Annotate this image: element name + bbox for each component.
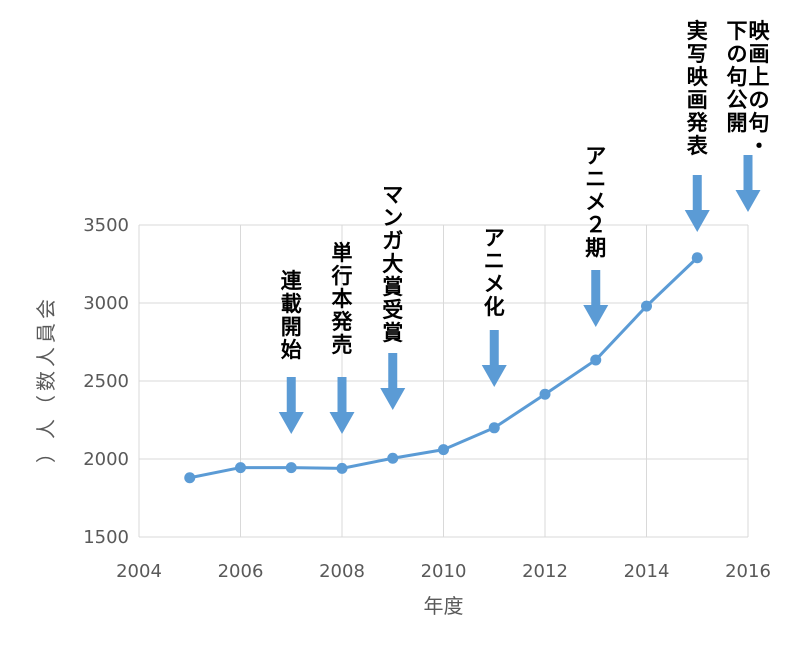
annotations: 連載開始単行本発売マンガ大賞受賞アニメ化アニメ２期実写映画発表映画上の句・下の句… — [278, 19, 771, 434]
y-axis-title-char: 人 — [34, 347, 58, 367]
annotation-char: 大 — [382, 252, 403, 276]
data-point — [336, 462, 348, 474]
data-point — [590, 354, 602, 366]
x-tick-label: 2008 — [319, 561, 365, 582]
down-arrow-icon — [380, 353, 406, 410]
x-tick-label: 2012 — [522, 561, 568, 582]
down-arrow-icon — [329, 377, 355, 434]
annotation-char: 句 — [749, 111, 770, 135]
annotation-char: 本 — [332, 287, 353, 311]
x-axis-title: 年度 — [424, 594, 464, 618]
annotation-char: 写 — [687, 42, 708, 66]
annotation-char: メ — [484, 272, 505, 296]
data-point — [184, 472, 196, 484]
annotation-char: 賞 — [382, 321, 403, 345]
y-axis-title-char: 数 — [34, 371, 58, 391]
annotation-char: ア — [585, 144, 606, 168]
data-point — [285, 462, 297, 474]
annotation-char: ニ — [585, 167, 606, 191]
annotation-char: ニ — [484, 249, 505, 273]
annotation-char: 開 — [727, 111, 748, 135]
annotation-char: 実 — [687, 19, 708, 43]
annotation-char: マ — [382, 183, 403, 207]
down-arrow-icon — [684, 175, 710, 232]
annotation-char: 行 — [331, 264, 353, 288]
annotation-char: 句 — [727, 65, 748, 89]
y-axis-title-char: 会 — [34, 299, 58, 319]
annotation-char: 単 — [332, 241, 353, 265]
annotation-char: 賞 — [382, 275, 403, 299]
y-tick-label: 2500 — [83, 371, 129, 392]
x-tick-label: 2004 — [116, 561, 162, 582]
x-tick-label: 2006 — [218, 561, 264, 582]
y-axis-title-char: （ — [34, 395, 58, 415]
annotation-char: 開 — [281, 315, 302, 339]
data-point — [488, 422, 500, 434]
annotation-char: ン — [382, 206, 403, 230]
annotation-char: 連 — [281, 269, 303, 293]
annotation-char: 受 — [382, 298, 403, 322]
annotation-char: 上 — [749, 65, 770, 89]
data-point — [438, 444, 449, 456]
annotation-char: 公 — [727, 88, 748, 112]
data-point — [539, 388, 551, 400]
annotation-char: 映 — [687, 65, 709, 89]
annotation-char: 売 — [332, 333, 353, 357]
annotation-char: ２ — [585, 213, 606, 237]
down-arrow-icon — [583, 270, 609, 327]
annotation-char: 画 — [749, 42, 770, 66]
annotation-char: の — [727, 42, 748, 66]
y-tick-label: 3500 — [83, 215, 129, 236]
series-layer — [184, 252, 703, 484]
data-point — [641, 300, 652, 312]
x-axis-ticks: 2004 2006 2008 2010 2012 2014 2016 — [116, 561, 771, 582]
data-point — [387, 452, 399, 464]
annotation-char: ・ — [749, 134, 770, 158]
annotation-char: 載 — [281, 292, 302, 316]
annotation-char: メ — [585, 190, 606, 214]
annotation-char: ガ — [382, 229, 403, 253]
x-tick-label: 2010 — [421, 561, 467, 582]
annotation-char: 映 — [749, 19, 771, 43]
annotation-char: の — [749, 88, 770, 112]
annotation-char: 下 — [727, 19, 748, 43]
annotation-char: 始 — [281, 338, 302, 362]
data-point — [691, 252, 703, 264]
down-arrow-icon — [735, 155, 761, 212]
y-tick-label: 3000 — [83, 293, 129, 314]
x-tick-label: 2014 — [624, 561, 670, 582]
y-axis-title-char: ） — [34, 443, 58, 463]
y-axis-title-char: 員 — [34, 323, 58, 343]
annotation-char: 表 — [687, 134, 709, 158]
down-arrow-icon — [278, 377, 304, 434]
annotation-char: 発 — [686, 111, 709, 135]
annotation-char: 発 — [331, 310, 354, 334]
annotation-char: 期 — [585, 236, 606, 260]
grid-lines — [138, 224, 749, 538]
y-axis-ticks: 1500 2000 2500 3000 3500 — [83, 215, 129, 548]
x-tick-label: 2016 — [725, 561, 771, 582]
annotation-char: 化 — [484, 295, 505, 319]
data-point — [235, 462, 246, 474]
y-axis-title-char: 人 — [34, 419, 58, 439]
y-tick-label: 1500 — [83, 527, 129, 548]
y-tick-label: 2000 — [83, 449, 129, 470]
annotation-char: ア — [484, 226, 505, 250]
annotation-char: 画 — [687, 88, 708, 112]
down-arrow-icon — [481, 330, 507, 387]
